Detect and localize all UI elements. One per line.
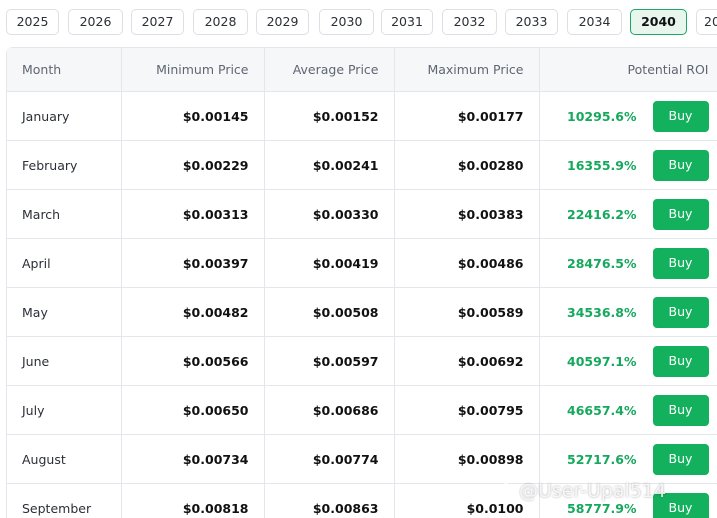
year-tab-2026[interactable]: 2026	[68, 9, 123, 35]
header-maximum-price: Maximum Price	[394, 48, 540, 92]
month-cell: January	[7, 91, 122, 141]
minimum-price-cell: $0.00566	[121, 336, 265, 386]
year-tab-2025[interactable]: 2025	[6, 9, 59, 35]
maximum-price-cell: $0.00383	[394, 189, 540, 239]
maximum-price-cell: $0.00177	[394, 91, 540, 141]
roi-value: 16355.9%	[567, 157, 637, 173]
year-tab-20[interactable]: 20	[696, 9, 717, 35]
roi-value: 10295.6%	[567, 108, 637, 124]
average-price-cell: $0.00419	[264, 238, 395, 288]
average-price-cell: $0.00241	[264, 140, 395, 190]
buy-button[interactable]: Buy	[652, 443, 709, 475]
roi-cell: 10295.6% Buy	[539, 91, 717, 141]
maximum-price-cell: $0.00280	[394, 140, 540, 190]
table-row: July $0.00650 $0.00686 $0.00795 46657.4% Buy	[7, 385, 717, 435]
minimum-price-cell: $0.00650	[121, 385, 265, 435]
buy-button[interactable]: Buy	[652, 198, 709, 230]
header-month: Month	[7, 48, 122, 92]
roi-value: 46657.4%	[567, 402, 637, 418]
table-row: March $0.00313 $0.00330 $0.00383 22416.2% Buy	[7, 189, 717, 239]
maximum-price-cell: $0.0100	[394, 483, 540, 518]
roi-value: 58777.9%	[567, 500, 637, 516]
month-cell: July	[7, 385, 122, 435]
month-cell: March	[7, 189, 122, 239]
minimum-price-cell: $0.00482	[121, 287, 265, 337]
table-row: September $0.00818 $0.00863 $0.0100 58777.9%…	[7, 483, 717, 518]
roi-cell: 40597.1% Buy	[539, 336, 717, 386]
roi-value: 28476.5%	[567, 255, 637, 271]
table-header-row: Month Minimum Price Average Price Maximu…	[7, 48, 717, 92]
year-tab-2028[interactable]: 2028	[193, 9, 248, 35]
roi-cell: 52717.6% Buy	[539, 434, 717, 484]
minimum-price-cell: $0.00818	[121, 483, 265, 518]
year-tab-2032[interactable]: 2032	[442, 9, 497, 35]
header-potential-roi-label: Potential ROI	[627, 62, 709, 77]
year-tab-2033[interactable]: 2033	[505, 9, 558, 35]
average-price-cell: $0.00863	[264, 483, 395, 518]
header-minimum-price: Minimum Price	[121, 48, 265, 92]
average-price-cell: $0.00508	[264, 287, 395, 337]
month-cell: May	[7, 287, 122, 337]
average-price-cell: $0.00774	[264, 434, 395, 484]
maximum-price-cell: $0.00692	[394, 336, 540, 386]
header-potential-roi: Potential ROI	[539, 48, 717, 92]
buy-button[interactable]: Buy	[652, 100, 709, 132]
year-tab-2034[interactable]: 2034	[567, 9, 622, 35]
year-tab-2027[interactable]: 2027	[131, 9, 184, 35]
average-price-cell: $0.00597	[264, 336, 395, 386]
maximum-price-cell: $0.00898	[394, 434, 540, 484]
month-cell: September	[7, 483, 122, 518]
table-row: May $0.00482 $0.00508 $0.00589 34536.8% Buy	[7, 287, 717, 337]
buy-button[interactable]: Buy	[652, 247, 709, 279]
table-body: January $0.00145 $0.00152 $0.00177 10295.6% B…	[7, 91, 717, 518]
buy-button[interactable]: Buy	[652, 394, 709, 426]
year-tab-2030[interactable]: 2030	[319, 9, 374, 35]
minimum-price-cell: $0.00145	[121, 91, 265, 141]
buy-button[interactable]: Buy	[652, 296, 709, 328]
year-tab-2040[interactable]: 2040	[630, 9, 687, 35]
roi-cell: 46657.4% Buy	[539, 385, 717, 435]
roi-cell: 16355.9% Buy	[539, 140, 717, 190]
minimum-price-cell: $0.00313	[121, 189, 265, 239]
maximum-price-cell: $0.00486	[394, 238, 540, 288]
minimum-price-cell: $0.00397	[121, 238, 265, 288]
month-cell: June	[7, 336, 122, 386]
table-row: January $0.00145 $0.00152 $0.00177 10295.6% B…	[7, 91, 717, 141]
minimum-price-cell: $0.00734	[121, 434, 265, 484]
roi-cell: 58777.9% Buy	[539, 483, 717, 518]
roi-cell: 22416.2% Buy	[539, 189, 717, 239]
average-price-cell: $0.00152	[264, 91, 395, 141]
table-row: February $0.00229 $0.00241 $0.00280 16355.9%…	[7, 140, 717, 190]
roi-cell: 28476.5% Buy	[539, 238, 717, 288]
average-price-cell: $0.00330	[264, 189, 395, 239]
buy-button[interactable]: Buy	[652, 492, 709, 518]
table-row: August $0.00734 $0.00774 $0.00898 52717.6% Bu…	[7, 434, 717, 484]
roi-value: 34536.8%	[567, 304, 637, 320]
month-cell: August	[7, 434, 122, 484]
year-tab-2031[interactable]: 2031	[381, 9, 433, 35]
month-cell: February	[7, 140, 122, 190]
year-tab-2029[interactable]: 2029	[256, 9, 309, 35]
table-row: April $0.00397 $0.00419 $0.00486 28476.5% Buy	[7, 238, 717, 288]
price-table-container: Month Minimum Price Average Price Maximu…	[6, 47, 717, 518]
price-prediction-table: Month Minimum Price Average Price Maximu…	[7, 48, 717, 518]
buy-button[interactable]: Buy	[652, 345, 709, 377]
roi-value: 22416.2%	[567, 206, 637, 222]
month-cell: April	[7, 238, 122, 288]
roi-cell: 34536.8% Buy	[539, 287, 717, 337]
minimum-price-cell: $0.00229	[121, 140, 265, 190]
maximum-price-cell: $0.00589	[394, 287, 540, 337]
table-row: June $0.00566 $0.00597 $0.00692 40597.1% Buy	[7, 336, 717, 386]
maximum-price-cell: $0.00795	[394, 385, 540, 435]
roi-value: 52717.6%	[567, 451, 637, 467]
roi-value: 40597.1%	[567, 353, 637, 369]
header-average-price: Average Price	[264, 48, 395, 92]
average-price-cell: $0.00686	[264, 385, 395, 435]
buy-button[interactable]: Buy	[652, 149, 709, 181]
